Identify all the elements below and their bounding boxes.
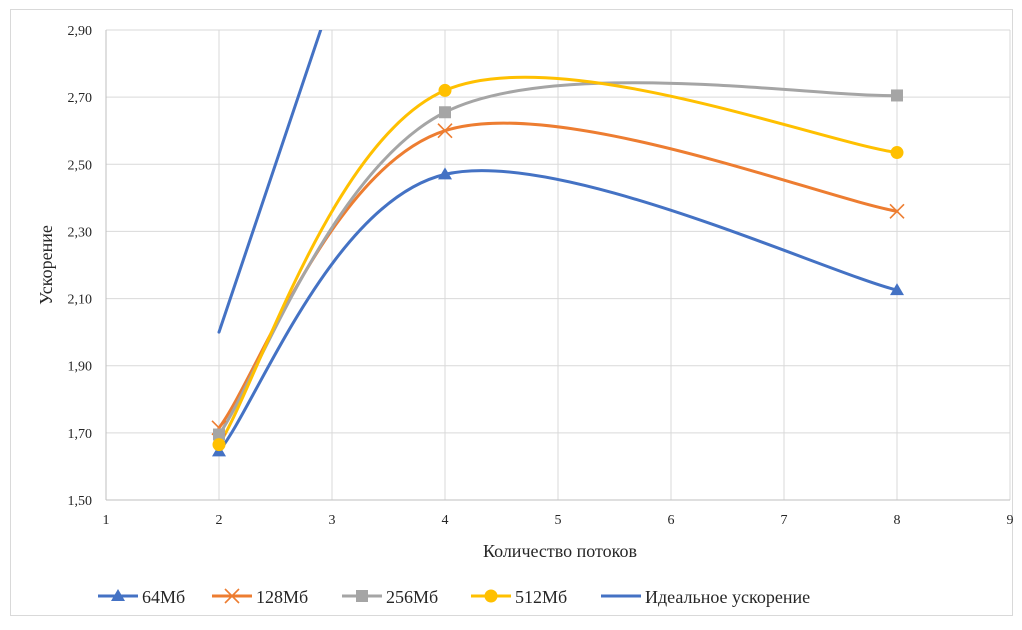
y-tick-label: 2,50: [68, 158, 93, 173]
legend-label: Идеальное ускорение: [645, 587, 810, 607]
x-tick-label: 4: [442, 513, 449, 528]
x-axis-title: Количество потоков: [483, 541, 637, 561]
data-point-128мб: [889, 203, 905, 219]
x-tick-label: 9: [1007, 513, 1014, 528]
data-point-512мб: [890, 146, 904, 160]
legend-item-128мб: 128Мб: [212, 587, 308, 607]
y-tick-label: 2,70: [68, 91, 93, 106]
data-point-128мб-stroke: [889, 203, 905, 219]
legend-label: 64Мб: [142, 587, 185, 607]
x-tick-label: 7: [781, 513, 788, 528]
data-point-64мб: [438, 167, 452, 180]
y-tick-label: 1,50: [68, 494, 93, 509]
x-tick-label: 5: [555, 513, 562, 528]
x-tick-label: 6: [668, 513, 675, 528]
data-point-128мб: [437, 123, 453, 139]
y-tick-label: 2,10: [68, 293, 93, 308]
legend-item-256мб: 256Мб: [342, 587, 438, 607]
axes: [105, 30, 1010, 501]
data-point-256мб: [213, 428, 225, 441]
x-tick-label: 1: [103, 513, 110, 528]
legend-swatch-marker: [111, 589, 125, 601]
tick-labels: 1,50 1,70 1,90 2,10 2,30 2,50 2,70 2,90 1 2 3 4 5 6 7 8…: [68, 24, 1014, 528]
legend: 64Мб 128Мб 256Мб 512Мб Идеальное ускорение: [98, 587, 810, 607]
legend-swatch-marker: [484, 589, 498, 603]
legend-label: 256Мб: [386, 587, 438, 607]
data-point-512мб: [212, 438, 226, 452]
legend-swatch-marker: [224, 588, 240, 604]
data-point-512мб: [438, 83, 452, 97]
y-tick-label: 1,90: [68, 360, 93, 375]
y-tick-label: 2,30: [68, 225, 93, 240]
chart-border: [10, 9, 1013, 616]
y-tick-label: 1,70: [68, 427, 93, 442]
legend-item-идеальное-ускорение: Идеальное ускорение: [601, 587, 810, 607]
series-line-64мб: [217, 169, 899, 453]
x-tick-label: 2: [216, 513, 223, 528]
legend-swatch-marker-stroke: [224, 588, 240, 604]
legend-swatch-marker: [356, 590, 368, 602]
legend-item-512мб: 512Мб: [471, 587, 567, 607]
x-tick-label: 8: [894, 513, 901, 528]
series-markers: [211, 83, 905, 457]
data-point-256мб: [439, 106, 451, 119]
data-point-256мб: [891, 89, 903, 102]
y-tick-label: 2,90: [68, 24, 93, 39]
legend-label: 512Мб: [515, 587, 567, 607]
series-line-идеальное-ускорение: [217, 30, 323, 334]
x-tick-label: 3: [329, 513, 336, 528]
data-point-64мб: [890, 283, 904, 296]
legend-item-64мб: 64Мб: [98, 587, 185, 607]
data-point-128мб-stroke: [437, 123, 453, 139]
y-axis-title: Ускорение: [36, 225, 56, 305]
legend-label: 128Мб: [256, 587, 308, 607]
